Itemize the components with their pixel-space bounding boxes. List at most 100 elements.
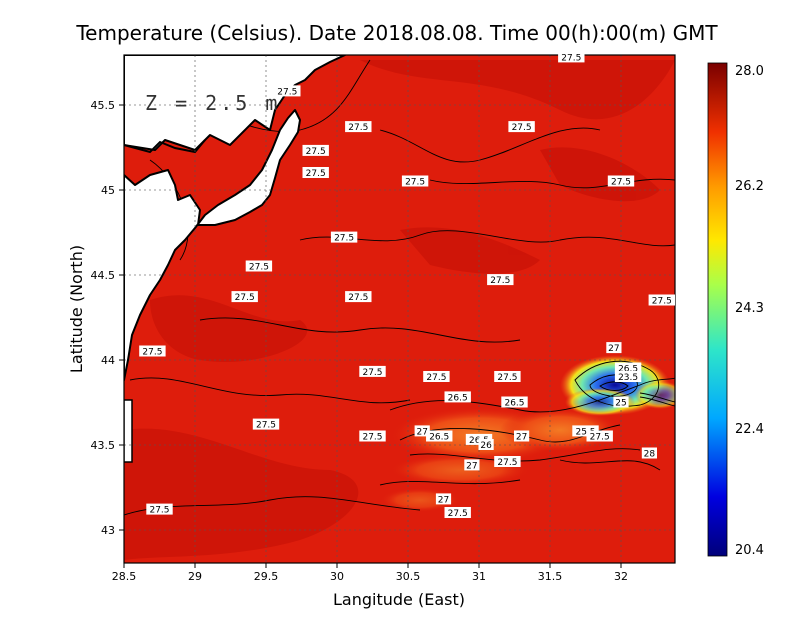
contour-label-text: 27.5 — [405, 178, 425, 188]
sea-shading — [124, 60, 675, 560]
contour-label-text: 27.5 — [306, 147, 326, 157]
contour-label: 25 — [613, 396, 629, 409]
contour-label-box — [586, 430, 613, 442]
contour-label: 23.5 — [614, 371, 642, 383]
contour-label-box — [330, 231, 358, 243]
contour-label: 27.5 — [274, 85, 301, 97]
land-west-edge — [124, 399, 133, 463]
y-tick-label: 45 — [101, 184, 115, 197]
contour-label: 27.5 — [508, 121, 535, 133]
contour-label-box — [487, 274, 514, 286]
x-tick-label: 32 — [614, 570, 628, 583]
contour-label-box — [613, 396, 629, 408]
contour-label-box — [607, 175, 635, 187]
contour-label-box — [423, 371, 450, 382]
contour-label: 25.5 — [572, 425, 599, 437]
contour-label: 27.5 — [487, 274, 514, 286]
contour-label-box — [252, 418, 280, 430]
contour-label-text: 23.5 — [618, 373, 638, 383]
contour-label-box — [302, 167, 329, 178]
contour-label-text: 25 — [615, 399, 626, 409]
contour-label-box — [641, 447, 657, 459]
contour-label-box — [359, 365, 386, 377]
contour-label: 27.5 — [494, 456, 521, 468]
contour-label-box — [231, 291, 258, 303]
contour-label-box — [606, 342, 622, 354]
contour-label: 27 — [464, 459, 480, 471]
x-tick-label: 28.5 — [112, 570, 137, 583]
contour-label: 27.5 — [401, 175, 429, 188]
contour-label-text: 27.5 — [561, 53, 581, 63]
colorbar-tick-label: 24.3 — [735, 301, 764, 316]
contour-label-box — [401, 175, 429, 187]
contour-label-text: 27.5 — [348, 293, 368, 303]
contour-label-box — [245, 260, 273, 272]
colorbar-tick-label: 22.4 — [735, 422, 764, 437]
contour-label-text: 27 — [466, 461, 477, 471]
contour-label-box — [302, 144, 329, 156]
contour-label: 27.5 — [345, 291, 372, 303]
contour-label: 27 — [514, 430, 530, 443]
contour-label-text: 27.5 — [306, 169, 326, 179]
contour-label-box — [274, 85, 301, 97]
contour-label-box — [614, 371, 642, 382]
contour-label-text: 26.5 — [504, 399, 524, 409]
contour-label-text: 27.5 — [426, 373, 446, 383]
contour-label: 26.5 — [501, 396, 528, 409]
contour-label-text: 27.5 — [142, 348, 162, 358]
y-axis-label: Latitude (North) — [67, 245, 86, 373]
contour-label-box — [494, 456, 521, 467]
contour-label: 27 — [414, 425, 430, 437]
contour-label-box — [444, 391, 471, 403]
depth-label: Z = 2.5 m — [145, 91, 280, 115]
contour-label: 27.5 — [245, 260, 273, 273]
contour-label: 27.5 — [302, 144, 329, 157]
contour-label-box — [139, 345, 166, 357]
y-axis: 45.5 45 44.5 44 43.5 43 Latitude (North) — [67, 99, 124, 537]
contour-label-text: 26.5 — [429, 433, 449, 443]
contour-label: 27.5 — [139, 345, 166, 358]
contour-label-text: 28 — [644, 450, 656, 460]
colorbar-tick-label: 28.0 — [735, 64, 764, 79]
y-tick-label: 44 — [101, 354, 115, 367]
y-tick-label: 43.5 — [91, 439, 116, 452]
contour-label: 27.5 — [586, 430, 613, 443]
contour-label: 27.5 — [359, 430, 386, 443]
contour-label-box — [478, 439, 494, 450]
contour-label-text: 27.5 — [490, 276, 510, 286]
contour-label-text: 27.5 — [348, 123, 368, 133]
contour-label-box — [514, 430, 530, 442]
contour-label-text: 27.5 — [277, 87, 297, 97]
contour-label: 27.5 — [231, 291, 258, 303]
contour-label-box — [345, 291, 372, 303]
y-tick-label: 44.5 — [91, 269, 116, 282]
contour-label-text: 27.5 — [149, 506, 169, 516]
contour-label: 27 — [606, 342, 622, 354]
contour-label-text: 27.5 — [652, 297, 672, 307]
contour-label-box — [426, 430, 453, 442]
contour-label: 28 — [641, 447, 657, 460]
contour-label: 27.5 — [444, 507, 471, 519]
y-tick-label: 43 — [101, 524, 115, 537]
contour-label: 27.5 — [607, 175, 635, 188]
x-axis: 28.5 29 29.5 30 30.5 31 31.5 32 Langitud… — [112, 563, 628, 609]
x-tick-label: 29 — [188, 570, 202, 583]
contour-label-text: 27 — [416, 427, 427, 437]
contour-labels: 27.5 27.5 27.5 27.5 27.5 27.5 27.5 27.5 27.5 27.5… — [139, 51, 675, 519]
contour-label-box — [494, 371, 521, 382]
contour-label: 27.5 — [359, 365, 386, 378]
contour-label-text: 27.5 — [611, 178, 631, 188]
x-tick-label: 31.5 — [538, 570, 563, 583]
contour-label-box — [414, 425, 430, 437]
contour-label-text: 27 — [438, 495, 449, 505]
colorbar-tick-label: 26.2 — [735, 179, 764, 194]
contour-label-box — [648, 294, 675, 306]
contour-label-text: 27.5 — [497, 458, 517, 468]
contour-label-box — [558, 51, 585, 63]
contour-label: 27.5 — [146, 503, 173, 516]
contour-label: 27.5 — [302, 167, 329, 179]
contour-label-box — [146, 503, 173, 515]
colorbar-gradient — [707, 62, 728, 557]
contour-label-text: 26.5 — [448, 393, 468, 403]
